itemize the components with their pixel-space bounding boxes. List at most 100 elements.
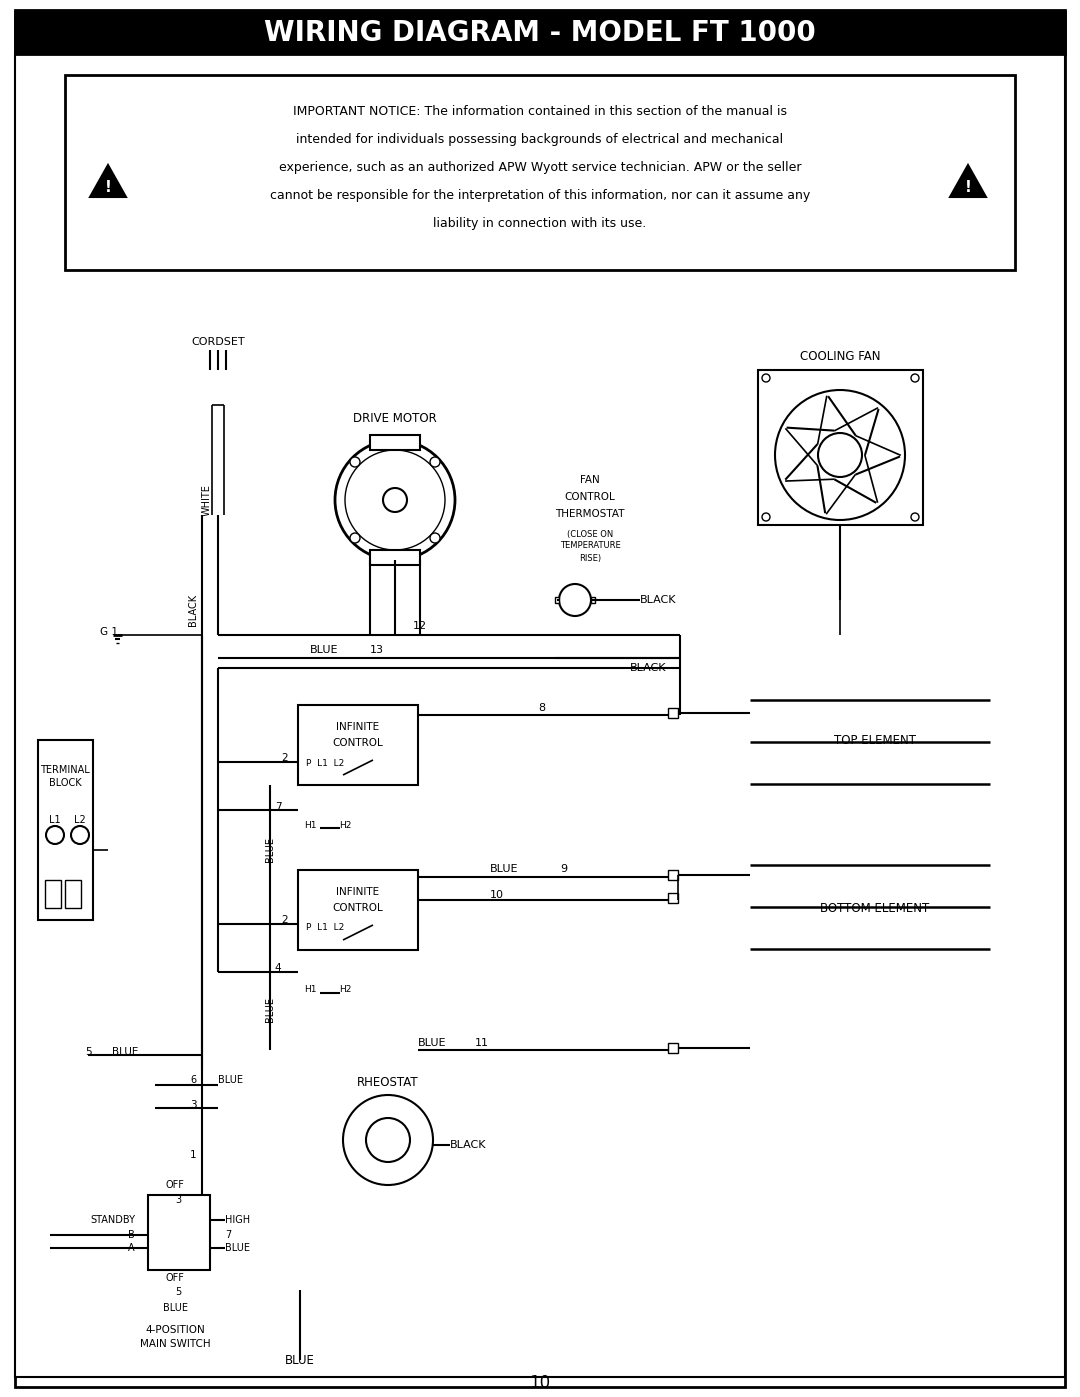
Bar bbox=[370, 550, 420, 564]
Text: (CLOSE ON: (CLOSE ON bbox=[567, 529, 613, 538]
Text: liability in connection with its use.: liability in connection with its use. bbox=[433, 217, 647, 231]
Text: OFF: OFF bbox=[165, 1180, 185, 1190]
Text: BLUE: BLUE bbox=[218, 1076, 243, 1085]
Text: 2: 2 bbox=[282, 915, 288, 925]
Text: cannot be responsible for the interpretation of this information, nor can it ass: cannot be responsible for the interpreta… bbox=[270, 189, 810, 203]
Circle shape bbox=[335, 440, 455, 560]
Text: 9: 9 bbox=[561, 863, 567, 875]
Text: H2: H2 bbox=[339, 985, 351, 995]
Text: A: A bbox=[129, 1243, 135, 1253]
Text: MAIN SWITCH: MAIN SWITCH bbox=[139, 1338, 211, 1350]
Bar bbox=[38, 740, 93, 921]
Text: BLUE: BLUE bbox=[265, 997, 275, 1023]
Circle shape bbox=[345, 450, 445, 550]
Text: BLOCK: BLOCK bbox=[49, 778, 81, 788]
Text: !: ! bbox=[105, 180, 111, 196]
Text: 1: 1 bbox=[190, 1150, 197, 1160]
Text: 11: 11 bbox=[475, 1038, 489, 1048]
Text: BLUE: BLUE bbox=[265, 837, 275, 862]
Text: P  L1  L2: P L1 L2 bbox=[306, 923, 345, 933]
Text: BLACK: BLACK bbox=[630, 664, 666, 673]
Bar bbox=[298, 705, 418, 785]
Text: CONTROL: CONTROL bbox=[565, 492, 616, 502]
Bar bbox=[669, 870, 678, 880]
Text: H2: H2 bbox=[339, 820, 351, 830]
Text: B: B bbox=[129, 1229, 135, 1241]
Text: L2: L2 bbox=[75, 814, 86, 826]
Text: P  L1  L2: P L1 L2 bbox=[306, 759, 345, 767]
Text: RISE): RISE) bbox=[579, 553, 602, 563]
Bar bbox=[45, 880, 60, 908]
Text: BLACK: BLACK bbox=[188, 594, 198, 626]
Text: BLUE: BLUE bbox=[162, 1303, 188, 1313]
Text: CORDSET: CORDSET bbox=[191, 337, 245, 346]
Circle shape bbox=[46, 826, 64, 844]
Text: experience, such as an authorized APW Wyott service technician. APW or the selle: experience, such as an authorized APW Wy… bbox=[279, 161, 801, 175]
Polygon shape bbox=[90, 165, 126, 197]
Text: BLUE: BLUE bbox=[310, 645, 338, 655]
Circle shape bbox=[762, 374, 770, 381]
Bar bbox=[591, 597, 595, 604]
Circle shape bbox=[775, 390, 905, 520]
Text: 4: 4 bbox=[274, 963, 281, 972]
Text: CONTROL: CONTROL bbox=[333, 902, 383, 914]
Text: G 1: G 1 bbox=[100, 627, 118, 637]
Text: 8: 8 bbox=[538, 703, 545, 712]
Text: TOP ELEMENT: TOP ELEMENT bbox=[834, 733, 916, 746]
Text: HIGH: HIGH bbox=[225, 1215, 251, 1225]
Text: 5: 5 bbox=[84, 1046, 92, 1058]
Text: 10: 10 bbox=[529, 1375, 551, 1391]
Bar bbox=[65, 880, 81, 908]
Circle shape bbox=[350, 457, 360, 467]
Text: 2: 2 bbox=[282, 753, 288, 763]
Bar bbox=[370, 434, 420, 450]
Text: COOLING FAN: COOLING FAN bbox=[800, 349, 880, 362]
Bar bbox=[669, 1044, 678, 1053]
Circle shape bbox=[912, 374, 919, 381]
Circle shape bbox=[71, 826, 89, 844]
Bar bbox=[298, 870, 418, 950]
Text: BLACK: BLACK bbox=[450, 1140, 486, 1150]
Text: BLUE: BLUE bbox=[418, 1038, 446, 1048]
Text: CONTROL: CONTROL bbox=[333, 738, 383, 747]
Text: 10: 10 bbox=[490, 890, 504, 900]
Text: 7: 7 bbox=[225, 1229, 231, 1241]
Text: BLUE: BLUE bbox=[112, 1046, 138, 1058]
Circle shape bbox=[762, 513, 770, 521]
Text: intended for individuals possessing backgrounds of electrical and mechanical: intended for individuals possessing back… bbox=[296, 133, 784, 147]
Text: H1: H1 bbox=[303, 820, 316, 830]
Text: 3: 3 bbox=[175, 1194, 181, 1206]
Bar bbox=[669, 893, 678, 902]
Text: WIRING DIAGRAM - MODEL FT 1000: WIRING DIAGRAM - MODEL FT 1000 bbox=[265, 20, 815, 47]
Text: FAN: FAN bbox=[580, 475, 599, 485]
Text: 6: 6 bbox=[190, 1076, 197, 1085]
Polygon shape bbox=[211, 398, 225, 405]
Text: 4-POSITION: 4-POSITION bbox=[145, 1324, 205, 1336]
Text: DRIVE MOTOR: DRIVE MOTOR bbox=[353, 412, 437, 425]
Text: BLUE: BLUE bbox=[225, 1243, 249, 1253]
Text: 5: 5 bbox=[175, 1287, 181, 1296]
Circle shape bbox=[559, 584, 591, 616]
Polygon shape bbox=[207, 370, 229, 398]
Bar bbox=[555, 597, 559, 604]
Text: 12: 12 bbox=[413, 622, 427, 631]
Circle shape bbox=[912, 513, 919, 521]
Text: BLACK: BLACK bbox=[640, 595, 676, 605]
Text: WHITE: WHITE bbox=[202, 485, 212, 515]
Text: TERMINAL: TERMINAL bbox=[40, 766, 90, 775]
Text: TEMPERATURE: TEMPERATURE bbox=[559, 542, 620, 550]
Bar bbox=[669, 708, 678, 718]
Polygon shape bbox=[950, 165, 986, 197]
Bar bbox=[148, 1194, 210, 1270]
Text: 7: 7 bbox=[274, 802, 281, 812]
Circle shape bbox=[430, 534, 440, 543]
Text: OFF: OFF bbox=[165, 1273, 185, 1282]
Text: THERMOSTAT: THERMOSTAT bbox=[555, 509, 624, 520]
Text: RHEOSTAT: RHEOSTAT bbox=[357, 1077, 419, 1090]
Text: BLUE: BLUE bbox=[285, 1354, 315, 1366]
Circle shape bbox=[343, 1095, 433, 1185]
Text: 13: 13 bbox=[370, 645, 384, 655]
Text: 3: 3 bbox=[190, 1099, 197, 1111]
Text: BLUE: BLUE bbox=[490, 863, 518, 875]
Text: !: ! bbox=[964, 180, 971, 196]
